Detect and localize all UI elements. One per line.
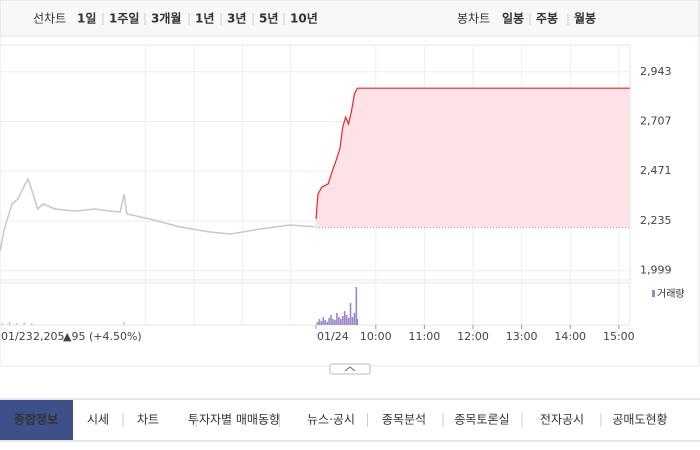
period-button[interactable]: 1년: [195, 12, 214, 26]
y-tick-label: 2,943: [640, 65, 672, 78]
y-tick-label: 2,707: [640, 115, 672, 128]
y-tick-label: 1,999: [640, 264, 672, 277]
volume-bar: [332, 319, 334, 325]
legend-label: 거래량: [657, 288, 685, 300]
tab[interactable]: 공매도현황: [612, 413, 667, 427]
volume-bar: [355, 287, 358, 325]
volume-bar: [318, 319, 321, 325]
volume-bar: [338, 317, 340, 325]
chart-type-label: 봉차트: [457, 12, 490, 26]
tab[interactable]: 투자자별 매매동향: [188, 413, 280, 427]
tab[interactable]: 시세: [87, 413, 109, 427]
volume-bar: [16, 323, 18, 325]
volume-bar: [347, 318, 350, 325]
candle-button[interactable]: 월봉: [574, 11, 596, 26]
y-tick-label: 2,235: [640, 214, 672, 227]
volume-bar: [330, 315, 332, 325]
volume-bar: [322, 317, 325, 325]
price-area: [316, 88, 630, 228]
tab[interactable]: 뉴스·공시: [307, 413, 355, 427]
volume-bar: [324, 320, 327, 325]
x-tick-label: 10:00: [360, 330, 392, 343]
period-button[interactable]: 10년: [290, 12, 318, 26]
volume-bar: [336, 313, 338, 325]
date-label: 01/23: [1, 330, 33, 343]
period-button[interactable]: 3개월: [151, 11, 181, 26]
x-tick-label: 11:00: [409, 330, 441, 343]
candle-button[interactable]: 주봉: [536, 12, 558, 26]
volume-bar: [353, 313, 356, 325]
volume-bar: [30, 323, 33, 325]
volume-bar: [356, 319, 359, 325]
volume-bar: [334, 320, 336, 325]
y-tick-label: 2,471: [640, 164, 672, 177]
tab[interactable]: 차트: [137, 413, 159, 427]
legend-swatch: [652, 290, 655, 297]
date-label: 01/24: [317, 330, 349, 343]
tab-selected-bg: [0, 400, 73, 440]
period-button[interactable]: 5년: [259, 12, 278, 26]
volume-bar: [328, 318, 330, 325]
period-button[interactable]: 1주일: [109, 12, 139, 26]
tab[interactable]: 종합정보: [14, 412, 58, 427]
volume-bar: [23, 322, 26, 325]
toolbar: [0, 0, 700, 37]
price-line: [315, 87, 630, 220]
prev-change: ▲95 (+4.50%): [63, 330, 142, 343]
chart-type-label: 선차트: [33, 12, 66, 26]
tab[interactable]: 전자공시: [540, 413, 584, 427]
volume-bar: [1, 323, 4, 325]
volume-bar: [343, 311, 346, 325]
x-tick-label: 12:00: [457, 330, 489, 343]
x-tick-label: 15:00: [603, 330, 635, 343]
volume-bar: [345, 315, 348, 325]
volume-bar: [349, 303, 352, 325]
period-button[interactable]: 1일: [77, 12, 96, 26]
prev-close: 2,205: [33, 330, 65, 343]
volume-bar: [326, 322, 328, 325]
volume-bar: [341, 316, 344, 325]
candle-button[interactable]: 일봉: [502, 12, 524, 26]
x-tick-label: 14:00: [554, 330, 586, 343]
volume-bar: [8, 322, 11, 325]
volume-bar: [339, 319, 342, 325]
tab[interactable]: 종목분석: [382, 413, 426, 427]
volume-bar: [351, 317, 354, 325]
collapse-icon: [344, 366, 356, 372]
volume-panel: [0, 282, 631, 326]
tab[interactable]: 종목토론실: [454, 413, 509, 427]
collapse-button[interactable]: [329, 363, 371, 375]
volume-bar: [123, 322, 125, 325]
prev-price-line: [0, 177, 316, 252]
volume-bar: [320, 321, 323, 325]
volume-bar: [316, 322, 319, 325]
period-button[interactable]: 3년: [227, 12, 246, 26]
x-tick-label: 13:00: [506, 330, 538, 343]
